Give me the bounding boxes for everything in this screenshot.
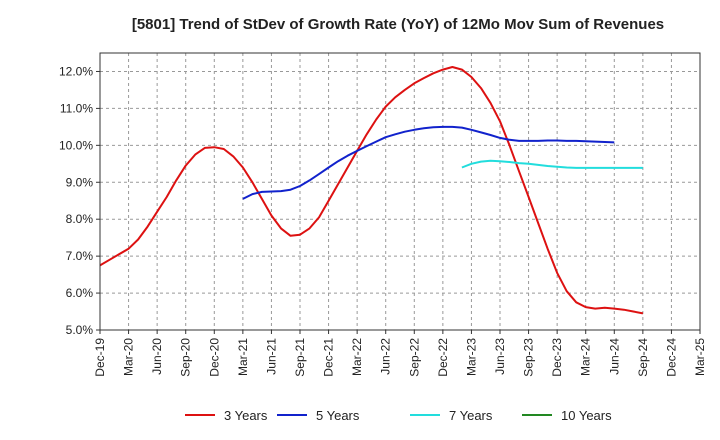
x-tick-label: Jun-24 [607, 338, 621, 375]
x-tick-label: Mar-23 [464, 338, 478, 376]
x-tick-label: Sep-23 [522, 338, 536, 377]
x-tick-label: Mar-20 [122, 338, 136, 376]
series-line-3-years [99, 66, 644, 315]
x-tick-label: Dec-20 [207, 338, 221, 377]
y-axis-ticks: 5.0% 6.0% 7.0% 8.0% 9.0% 10.0% 11.0% 12.0% [59, 64, 100, 337]
x-tick-label: Mar-25 [693, 338, 707, 376]
x-tick-label: Dec-19 [93, 338, 107, 377]
y-tick-label: 12.0% [59, 64, 93, 78]
y-tick-label: 10.0% [59, 138, 93, 152]
x-tick-label: Mar-22 [350, 338, 364, 376]
legend-label-10-years: 10 Years [561, 408, 612, 423]
y-tick-label: 5.0% [66, 323, 94, 337]
x-tick-label: Dec-23 [550, 338, 564, 377]
plot-border [99, 52, 701, 331]
x-tick-label: Sep-24 [636, 338, 650, 377]
legend-label-5-years: 5 Years [316, 408, 360, 423]
legend-label-7-years: 7 Years [449, 408, 493, 423]
x-tick-label: Jun-22 [379, 338, 393, 375]
x-tick-label: Mar-21 [236, 338, 250, 376]
x-tick-label: Sep-20 [179, 338, 193, 377]
y-tick-label: 7.0% [66, 249, 94, 263]
x-tick-label: Dec-22 [436, 338, 450, 377]
x-tick-label: Jun-23 [493, 338, 507, 375]
x-axis-ticks: Dec-19 Mar-20 Jun-20 Sep-20 Dec-20 Mar-21 Jun-… [93, 330, 707, 377]
series-lines [99, 66, 644, 315]
y-tick-label: 8.0% [66, 212, 94, 226]
x-tick-label: Sep-21 [293, 338, 307, 377]
legend-label-3-years: 3 Years [224, 408, 268, 423]
grid [100, 53, 700, 331]
series-line-7-years [461, 159, 643, 169]
x-tick-label: Mar-24 [579, 338, 593, 376]
y-tick-label: 6.0% [66, 286, 94, 300]
x-tick-label: Jun-21 [264, 338, 278, 375]
series-line-5-years [242, 125, 615, 200]
x-tick-label: Jun-20 [150, 338, 164, 375]
x-tick-label: Dec-24 [664, 338, 678, 377]
y-tick-label: 9.0% [66, 175, 94, 189]
y-tick-label: 11.0% [60, 101, 93, 115]
x-tick-label: Dec-21 [322, 338, 336, 377]
x-tick-label: Sep-22 [407, 338, 421, 377]
legend: 3 Years 5 Years 7 Years 10 Years [185, 408, 612, 423]
chart-title: [5801] Trend of StDev of Growth Rate (Yo… [132, 16, 664, 33]
plot-area [100, 53, 700, 330]
